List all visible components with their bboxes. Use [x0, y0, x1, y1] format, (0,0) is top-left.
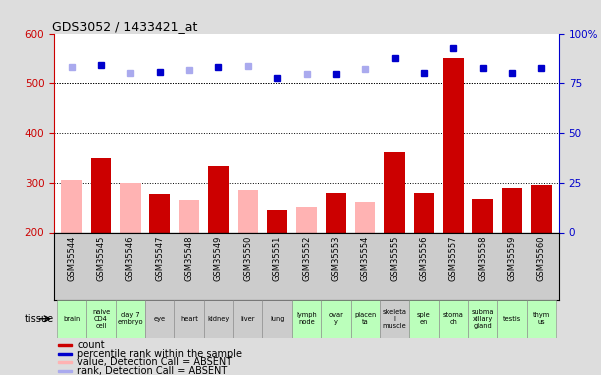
- Bar: [472, 199, 493, 232]
- Bar: [296, 207, 317, 232]
- Bar: [58, 362, 72, 363]
- Bar: [58, 345, 72, 346]
- Bar: [237, 190, 258, 232]
- Text: GSM35558: GSM35558: [478, 236, 487, 281]
- Text: GSM35554: GSM35554: [361, 236, 370, 281]
- Bar: [179, 200, 200, 232]
- Text: heart: heart: [180, 316, 198, 322]
- Text: testis: testis: [503, 316, 521, 322]
- Text: GSM35549: GSM35549: [214, 236, 223, 281]
- Text: count: count: [77, 340, 105, 351]
- Bar: [58, 370, 72, 372]
- Text: GSM35545: GSM35545: [97, 236, 106, 281]
- Text: GSM35551: GSM35551: [273, 236, 282, 281]
- Bar: [326, 193, 346, 232]
- Text: sple
en: sple en: [417, 312, 431, 325]
- Text: GSM35547: GSM35547: [155, 236, 164, 281]
- Bar: [267, 210, 287, 232]
- Text: skeleta
l
muscle: skeleta l muscle: [383, 309, 406, 329]
- Bar: [208, 166, 229, 232]
- Text: tissue: tissue: [25, 314, 53, 324]
- Text: liver: liver: [240, 316, 255, 322]
- Text: stoma
ch: stoma ch: [443, 312, 464, 325]
- Bar: [413, 193, 434, 232]
- Text: GSM35544: GSM35544: [67, 236, 76, 281]
- Text: day 7
embryо: day 7 embryо: [118, 312, 143, 325]
- Text: eye: eye: [154, 316, 166, 322]
- Text: rank, Detection Call = ABSENT: rank, Detection Call = ABSENT: [77, 366, 227, 375]
- Text: subma
xillary
gland: subma xillary gland: [471, 309, 494, 329]
- Bar: [57, 300, 87, 338]
- Text: placen
ta: placen ta: [354, 312, 376, 325]
- Bar: [145, 300, 174, 338]
- Text: thym
us: thym us: [532, 312, 550, 325]
- Bar: [350, 300, 380, 338]
- Bar: [116, 300, 145, 338]
- Bar: [120, 183, 141, 232]
- Bar: [384, 152, 405, 232]
- Bar: [321, 300, 350, 338]
- Text: GSM35556: GSM35556: [419, 236, 429, 281]
- Bar: [174, 300, 204, 338]
- Text: GSM35552: GSM35552: [302, 236, 311, 281]
- Bar: [380, 300, 409, 338]
- Text: value, Detection Call = ABSENT: value, Detection Call = ABSENT: [77, 357, 233, 368]
- Text: percentile rank within the sample: percentile rank within the sample: [77, 349, 242, 359]
- Text: GSM35555: GSM35555: [390, 236, 399, 281]
- Bar: [87, 300, 116, 338]
- Bar: [526, 300, 556, 338]
- Bar: [409, 300, 439, 338]
- Bar: [355, 202, 376, 232]
- Text: GSM35560: GSM35560: [537, 236, 546, 281]
- Text: GSM35548: GSM35548: [185, 236, 194, 281]
- Text: GSM35553: GSM35553: [331, 236, 340, 281]
- Text: kidney: kidney: [207, 316, 230, 322]
- Text: brain: brain: [63, 316, 81, 322]
- Bar: [497, 300, 526, 338]
- Text: GSM35550: GSM35550: [243, 236, 252, 281]
- Bar: [292, 300, 321, 338]
- Text: naive
CD4
cell: naive CD4 cell: [92, 309, 110, 329]
- Bar: [502, 188, 522, 232]
- Text: lymph
node: lymph node: [296, 312, 317, 325]
- Bar: [531, 185, 552, 232]
- Bar: [263, 300, 292, 338]
- Text: ovar
y: ovar y: [328, 312, 343, 325]
- Text: lung: lung: [270, 316, 284, 322]
- Bar: [61, 180, 82, 232]
- Bar: [204, 300, 233, 338]
- Text: GSM35559: GSM35559: [507, 236, 516, 281]
- Text: GSM35546: GSM35546: [126, 236, 135, 281]
- Bar: [58, 353, 72, 355]
- Bar: [91, 158, 111, 232]
- Bar: [468, 300, 497, 338]
- Bar: [233, 300, 263, 338]
- Text: GDS3052 / 1433421_at: GDS3052 / 1433421_at: [52, 20, 197, 33]
- Bar: [439, 300, 468, 338]
- Bar: [443, 58, 463, 232]
- Text: GSM35557: GSM35557: [449, 236, 458, 281]
- Bar: [150, 194, 170, 232]
